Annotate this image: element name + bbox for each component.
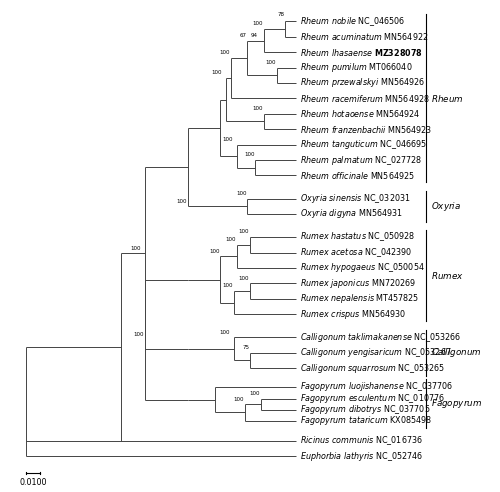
Text: $\it{Calligonum\ taklimakanense}$ NC_053266: $\it{Calligonum\ taklimakanense}$ NC_053… — [300, 331, 461, 344]
Text: 100: 100 — [131, 246, 141, 250]
Text: 78: 78 — [277, 12, 284, 17]
Text: $\it{Rheum\ nobile}$ NC_046506: $\it{Rheum\ nobile}$ NC_046506 — [300, 15, 405, 28]
Text: $\it{Oxyria\ sinensis}$ NC_032031: $\it{Oxyria\ sinensis}$ NC_032031 — [300, 192, 410, 205]
Text: $\it{Rheum\ racemiferum}$ MN564928: $\it{Rheum\ racemiferum}$ MN564928 — [300, 93, 430, 104]
Text: $\it{Fagopyrum\ dibotrys}$ NC_037705: $\it{Fagopyrum\ dibotrys}$ NC_037705 — [300, 403, 430, 416]
Text: 75: 75 — [242, 345, 249, 350]
Text: $\it{Rheum\ pumilum}$ MT066040: $\it{Rheum\ pumilum}$ MT066040 — [300, 61, 412, 74]
Text: $\it{Rheum\ officinale}$ MN564925: $\it{Rheum\ officinale}$ MN564925 — [300, 170, 414, 181]
Text: 100: 100 — [220, 50, 230, 55]
Text: 100: 100 — [250, 391, 260, 396]
Text: 100: 100 — [236, 191, 246, 196]
Text: $\it{Fagopyrum\ luojishanense}$ NC_037706: $\it{Fagopyrum\ luojishanense}$ NC_03770… — [300, 380, 452, 393]
Text: $\it{Rheum\ palmatum}$ NC_027728: $\it{Rheum\ palmatum}$ NC_027728 — [300, 154, 422, 166]
Text: $\it{Rheum\ hotaoense}$ MN564924: $\it{Rheum\ hotaoense}$ MN564924 — [300, 108, 420, 119]
Text: $\it{Euphorbia\ lathyris}$ NC_052746: $\it{Euphorbia\ lathyris}$ NC_052746 — [300, 450, 422, 462]
Text: 100: 100 — [134, 332, 144, 337]
Text: 100: 100 — [233, 397, 243, 401]
Text: $\it{Rumex\ acetosa}$ NC_042390: $\it{Rumex\ acetosa}$ NC_042390 — [300, 246, 412, 259]
Text: 67: 67 — [240, 33, 246, 38]
Text: $\it{Rumex\ crispus}$ MN564930: $\it{Rumex\ crispus}$ MN564930 — [300, 308, 406, 321]
Text: 0.0100: 0.0100 — [20, 478, 47, 488]
Text: $\it{Rheum}$: $\it{Rheum}$ — [432, 93, 464, 104]
Text: $\it{Fagopyrum\ esculentum}$ NC_010776: $\it{Fagopyrum\ esculentum}$ NC_010776 — [300, 393, 444, 405]
Text: $\it{Rumex\ hastatus}$ NC_050928: $\it{Rumex\ hastatus}$ NC_050928 — [300, 231, 415, 244]
Text: 100: 100 — [252, 106, 262, 111]
Text: $\it{Rheum\ przewalskyi}$ MN564926: $\it{Rheum\ przewalskyi}$ MN564926 — [300, 76, 425, 90]
Text: 100: 100 — [220, 330, 230, 335]
Text: $\bf{\it{Rheum\ lhasaense}}$ MZ328078: $\bf{\it{Rheum\ lhasaense}}$ MZ328078 — [300, 47, 422, 58]
Text: $\it{Fagopyrum\ tataricum}$ KX085498: $\it{Fagopyrum\ tataricum}$ KX085498 — [300, 414, 432, 427]
Text: $\it{Ricinus\ communis}$ NC_016736: $\it{Ricinus\ communis}$ NC_016736 — [300, 434, 422, 447]
Text: 100: 100 — [238, 276, 249, 280]
Text: $\it{Calligonum}$: $\it{Calligonum}$ — [432, 346, 482, 359]
Text: $\it{Oxyria\ digyna}$ MN564931: $\it{Oxyria\ digyna}$ MN564931 — [300, 208, 403, 220]
Text: $\it{Fagopyrum}$: $\it{Fagopyrum}$ — [432, 397, 482, 410]
Text: 94: 94 — [250, 33, 257, 38]
Text: 100: 100 — [252, 21, 262, 26]
Text: 100: 100 — [238, 229, 249, 234]
Text: $\it{Rheum\ acuminatum}$ MN564922: $\it{Rheum\ acuminatum}$ MN564922 — [300, 31, 428, 42]
Text: 100: 100 — [209, 248, 220, 253]
Text: $\it{Oxyria}$: $\it{Oxyria}$ — [432, 200, 462, 213]
Text: $\it{Rumex\ japonicus}$ MN720269: $\it{Rumex\ japonicus}$ MN720269 — [300, 277, 416, 290]
Text: $\it{Calligonum\ yengisaricum}$ NC_053267: $\it{Calligonum\ yengisaricum}$ NC_05326… — [300, 346, 451, 359]
Text: $\it{Rheum\ franzenbachii}$ MN564923: $\it{Rheum\ franzenbachii}$ MN564923 — [300, 123, 432, 135]
Text: 100: 100 — [244, 152, 254, 157]
Text: $\it{Rheum\ tanguticum}$ NC_046695: $\it{Rheum\ tanguticum}$ NC_046695 — [300, 138, 426, 151]
Text: 100: 100 — [176, 198, 187, 204]
Text: $\it{Rumex}$: $\it{Rumex}$ — [432, 270, 464, 281]
Text: 100: 100 — [222, 137, 233, 142]
Text: 100: 100 — [266, 60, 276, 65]
Text: 100: 100 — [212, 70, 222, 75]
Text: 100: 100 — [225, 237, 235, 242]
Text: $\it{Calligonum\ squarrosum}$ NC_053265: $\it{Calligonum\ squarrosum}$ NC_053265 — [300, 362, 445, 374]
Text: $\it{Rumex\ nepalensis}$ MT457825: $\it{Rumex\ nepalensis}$ MT457825 — [300, 292, 418, 305]
Text: $\it{Rumex\ hypogaeus}$ NC_050054: $\it{Rumex\ hypogaeus}$ NC_050054 — [300, 261, 424, 275]
Text: 100: 100 — [222, 283, 233, 288]
